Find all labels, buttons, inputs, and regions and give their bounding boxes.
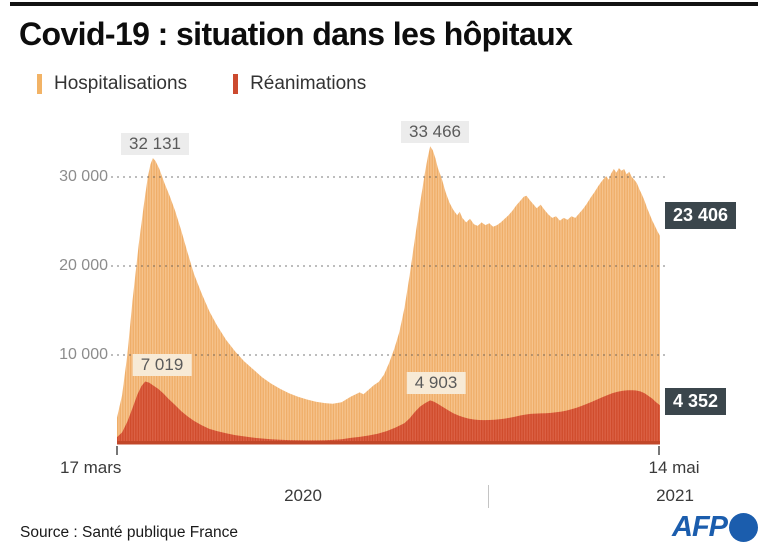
y-axis-label-20000: 20 000 xyxy=(59,257,108,274)
x-axis-label-start: 17 mars xyxy=(60,458,122,477)
page-title: Covid-19 : situation dans les hôpitaux xyxy=(19,16,573,52)
legend-label: Réanimations xyxy=(250,73,367,94)
x-axis-label-end: 14 mai xyxy=(648,458,700,477)
y-axis-label-10000: 10 000 xyxy=(59,346,108,363)
legend: Hospitalisations Réanimations xyxy=(37,73,366,95)
hospitalisations-swatch-icon xyxy=(37,74,42,94)
annotation-peak-hosp-wave1: 32 131 xyxy=(121,133,189,155)
annotation-peak-rea-wave2: 4 903 xyxy=(406,372,466,394)
year-label-2021: 2021 xyxy=(656,486,694,505)
year-divider-line xyxy=(488,485,489,508)
annotation-peak-rea-wave1: 7 019 xyxy=(132,354,192,376)
year-label-2020: 2020 xyxy=(284,486,322,505)
afp-logo-text: AFP xyxy=(672,511,728,543)
legend-label: Hospitalisations xyxy=(54,73,188,94)
legend-item-reanimations: Réanimations xyxy=(233,73,366,95)
hospitalisations-area xyxy=(117,146,660,444)
source-credit: Source : Santé publique France xyxy=(20,524,238,541)
afp-logo-circle-icon xyxy=(729,513,758,542)
x-axis-tick-start xyxy=(116,446,118,455)
y-axis-label-30000: 30 000 xyxy=(59,168,108,185)
x-axis-tick-end xyxy=(658,446,660,455)
end-value-badge-reanimations: 4 352 xyxy=(665,388,727,415)
gridlines xyxy=(111,176,666,356)
reanimations-swatch-icon xyxy=(233,74,239,94)
reanimations-area xyxy=(117,381,660,444)
afp-logo: AFP xyxy=(672,511,758,544)
top-rule xyxy=(10,2,758,6)
end-value-badge-hospitalisations: 23 406 xyxy=(665,202,737,229)
baseline-strip xyxy=(117,441,660,445)
annotation-peak-hosp-wave2: 33 466 xyxy=(401,121,469,143)
legend-item-hospitalisations: Hospitalisations xyxy=(37,73,187,95)
